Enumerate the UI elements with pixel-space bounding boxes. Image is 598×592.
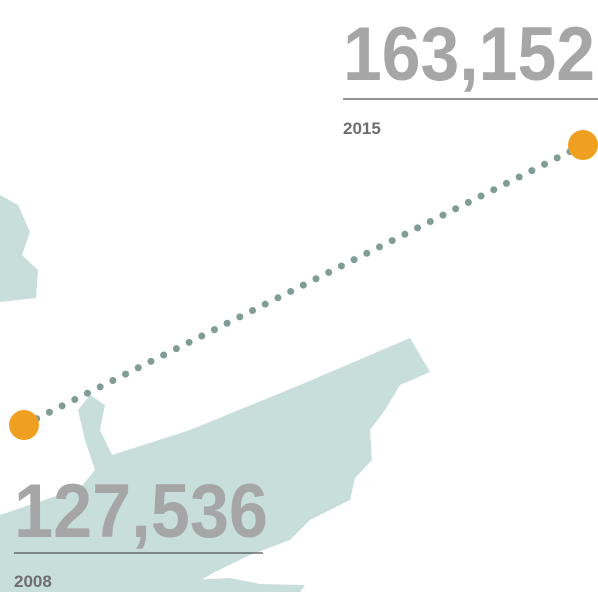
- map-shape: [0, 195, 38, 302]
- map-shape: [165, 578, 305, 592]
- value-label: 163,152: [343, 12, 595, 97]
- map: [0, 195, 430, 592]
- dotted-line: [20, 141, 587, 429]
- year-label: 2015: [343, 119, 381, 138]
- map-shape: [0, 338, 430, 592]
- point: [9, 410, 39, 440]
- value-label: 127,536: [14, 469, 268, 554]
- year-label: 2008: [14, 572, 52, 591]
- point: [568, 130, 598, 160]
